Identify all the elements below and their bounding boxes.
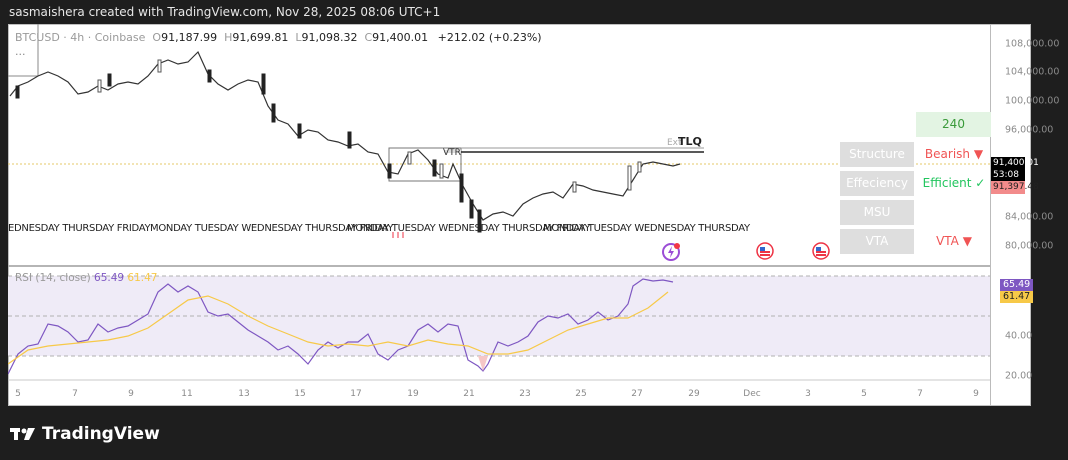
day-labels: MONDAY TUESDAY WEDNESDAY THURSDAY FRIDAY xyxy=(347,223,591,234)
x-tick: 21 xyxy=(463,389,475,399)
rsi-axis-value: 65.49 xyxy=(1000,279,1034,291)
current-price-label: 91,400.01 53:08 xyxy=(991,157,1039,181)
symbol-label[interactable]: BTCUSD · 4h · Coinbase xyxy=(15,31,146,44)
x-tick: 17 xyxy=(350,389,362,399)
x-tick: 7 xyxy=(72,389,78,399)
rsi-ma-value: 61.47 xyxy=(127,272,158,284)
ohlc-legend: BTCUSD · 4h · Coinbase O91,187.99 H91,69… xyxy=(15,31,542,44)
tradingview-logo-icon xyxy=(10,428,35,440)
ext-label: Ext xyxy=(667,138,682,148)
us-flag-event-icon[interactable] xyxy=(812,242,830,260)
x-tick: 13 xyxy=(238,389,250,399)
day-labels: MONDAY TUESDAY WEDNESDAY THURSDAY FRIDAY xyxy=(150,223,394,234)
x-tick: 27 xyxy=(631,389,643,399)
structure-label: Structure xyxy=(840,142,914,167)
msu-value xyxy=(916,200,992,225)
x-tick: 5 xyxy=(15,389,21,399)
price-tick: 104,000.00 xyxy=(1005,66,1060,78)
bar-countdown: 53:08 xyxy=(993,170,1019,180)
msu-label: MSU xyxy=(840,200,914,225)
tradingview-logo: TradingView xyxy=(10,424,160,444)
price-tick: 108,000.00 xyxy=(1005,38,1060,50)
us-flag-event-icon[interactable] xyxy=(756,242,774,260)
price-tick: 84,000.00 xyxy=(1005,211,1054,223)
price-axis[interactable] xyxy=(990,24,1031,406)
chart-canvas[interactable] xyxy=(8,24,990,406)
efficiency-value: Efficient ✓ xyxy=(922,176,986,190)
more-icon[interactable]: ··· xyxy=(15,48,26,61)
vtr-label: VTR xyxy=(443,148,461,158)
tlq-label: TLQ xyxy=(678,135,702,148)
rsi-tick: 40.00 xyxy=(1005,330,1033,342)
rsi-tick: 20.00 xyxy=(1005,370,1033,382)
rsi-legend: RSI (14, close) 65.49 61.47 xyxy=(15,272,158,284)
price-tick: 96,000.00 xyxy=(1005,124,1054,136)
alt-price-label: 91,397.48 xyxy=(991,181,1039,194)
x-tick: 19 xyxy=(407,389,419,399)
vta-value: VTA ▼ xyxy=(936,234,972,248)
close-value: 91,400.01 xyxy=(372,31,429,44)
x-tick: 7 xyxy=(917,389,923,399)
price-tick: 100,000.00 xyxy=(1005,95,1060,107)
x-tick: 9 xyxy=(128,389,134,399)
rsi-value: 65.49 xyxy=(94,272,125,284)
day-labels: MONDAY TUESDAY WEDNESDAY THURSDAY xyxy=(543,223,750,234)
change-value: +212.02 (+0.23%) xyxy=(437,31,542,44)
lightning-event-icon[interactable] xyxy=(660,241,682,263)
x-tick: Dec xyxy=(743,389,761,399)
efficiency-label: Effeciency xyxy=(840,171,914,196)
timeframe-cell: 240 xyxy=(916,112,991,137)
day-labels: EDNESDAY THURSDAY FRIDAY xyxy=(8,223,151,234)
open-value: 91,187.99 xyxy=(161,31,218,44)
structure-value: Bearish ▼ xyxy=(924,147,984,161)
x-tick: 5 xyxy=(861,389,867,399)
low-value: 91,098.32 xyxy=(301,31,358,44)
credit-text: sasmaishera created with TradingView.com… xyxy=(9,5,441,19)
high-value: 91,699.81 xyxy=(232,31,289,44)
x-tick: 15 xyxy=(294,389,306,399)
x-tick: 23 xyxy=(519,389,531,399)
x-tick: 3 xyxy=(805,389,811,399)
x-tick: 11 xyxy=(181,389,193,399)
rsi-ma-axis-value: 61.47 xyxy=(1000,291,1034,303)
price-tick: 80,000.00 xyxy=(1005,240,1054,252)
x-tick: 9 xyxy=(973,389,979,399)
x-tick: 25 xyxy=(575,389,587,399)
vta-label: VTA xyxy=(840,229,914,254)
x-tick: 29 xyxy=(688,389,700,399)
